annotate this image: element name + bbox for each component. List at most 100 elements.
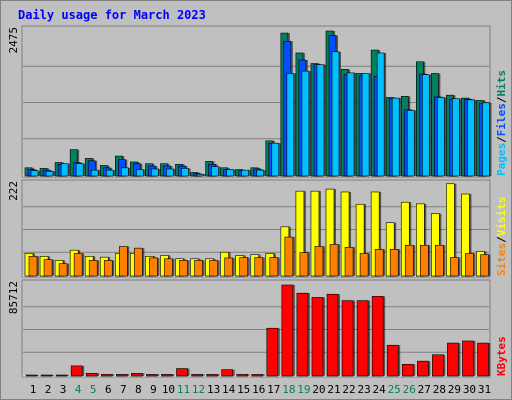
legend-entry: Pages [495,143,508,176]
bar [374,249,384,277]
bar [432,354,444,377]
bar [90,169,99,177]
bar [271,142,280,177]
x-tick-label: 24 [373,383,387,396]
bar [60,163,69,177]
bar [251,374,264,377]
legend-entry: Visits [495,197,508,237]
bar [480,254,489,277]
bar [166,168,174,177]
bar [221,369,233,377]
x-tick-label: 18 [282,383,295,396]
legend-entry: Files [495,103,508,136]
bar [151,168,159,177]
bar [329,244,339,277]
bar [435,244,444,277]
bar [75,163,84,177]
y-max-label: 2475 [7,27,20,54]
bar [209,260,218,277]
bar [191,374,203,377]
x-tick-label: 29 [448,383,461,396]
x-tick-label: 23 [357,383,370,396]
x-tick-label: 21 [327,383,340,396]
bar [131,373,143,377]
bar [30,170,39,177]
panel-bottom: 85712 KBytes [7,279,508,378]
x-tick-label: 31 [478,383,491,396]
bar [301,70,310,177]
bar [269,257,279,277]
bar [465,253,474,277]
x-tick-label: 10 [162,383,175,396]
x-tick-label: 3 [60,383,67,396]
bar [164,258,173,277]
chart-title: Daily usage for March 2023 [18,8,206,22]
bar [73,253,83,277]
bar [462,340,474,377]
bar [299,252,309,277]
bar [103,260,113,277]
bar [376,52,385,177]
bar [254,257,264,277]
x-tick-label: 14 [222,383,236,396]
legend-entry: / [495,236,508,243]
bar [356,300,369,377]
bar [149,257,158,277]
legend-entry: KBytes [495,336,508,376]
plot-frame [21,279,491,378]
legend-entry: Hits [495,70,508,97]
x-tick-label: 9 [150,383,157,396]
bar [241,169,249,177]
bar [224,257,233,277]
bar [211,166,219,177]
x-tick-label: 2 [45,383,52,396]
legend-entry: / [495,136,508,143]
bar [116,374,128,377]
bar [105,169,114,177]
bar [70,365,83,377]
x-tick-label: 1 [30,383,37,396]
bar [239,257,248,277]
bar [161,374,173,377]
y-max-label: 85712 [7,281,20,314]
y-max-label: 222 [7,181,20,201]
bar [266,327,279,377]
bar [450,257,459,277]
bar [419,244,429,277]
x-tick-label: 15 [237,383,250,396]
bar [196,173,204,177]
bar [452,98,460,177]
bar [346,72,355,177]
bar [371,296,384,377]
x-tick-label: 4 [75,383,82,396]
x-tick-label: 19 [297,383,310,396]
bar [100,374,113,377]
panel-middle: 222 Sites/Visits [7,179,508,278]
x-tick-label: 28 [433,383,446,396]
x-tick-label: 27 [418,383,431,396]
bar [341,300,354,377]
x-tick-label: 6 [105,383,112,396]
bar [181,168,189,177]
bar [136,169,144,177]
legend-label: KBytes [495,336,508,376]
bar [467,99,475,177]
bar [311,297,324,377]
bar [236,374,248,377]
x-tick-label: 22 [342,383,355,396]
bar [45,171,54,177]
legend-entry: Sites [495,243,508,276]
legend-label: Pages/Files/Hits [495,70,508,176]
bar [326,293,339,377]
x-tick-label: 11 [177,383,190,396]
series-kbytes [25,284,491,377]
x-tick-label: 8 [135,383,142,396]
bar [437,97,445,177]
legend-label: Sites/Visits [495,197,508,277]
bar [361,73,370,177]
bar [482,102,490,177]
bar [281,284,294,377]
bar [25,374,38,377]
legend-entry: / [495,96,508,103]
